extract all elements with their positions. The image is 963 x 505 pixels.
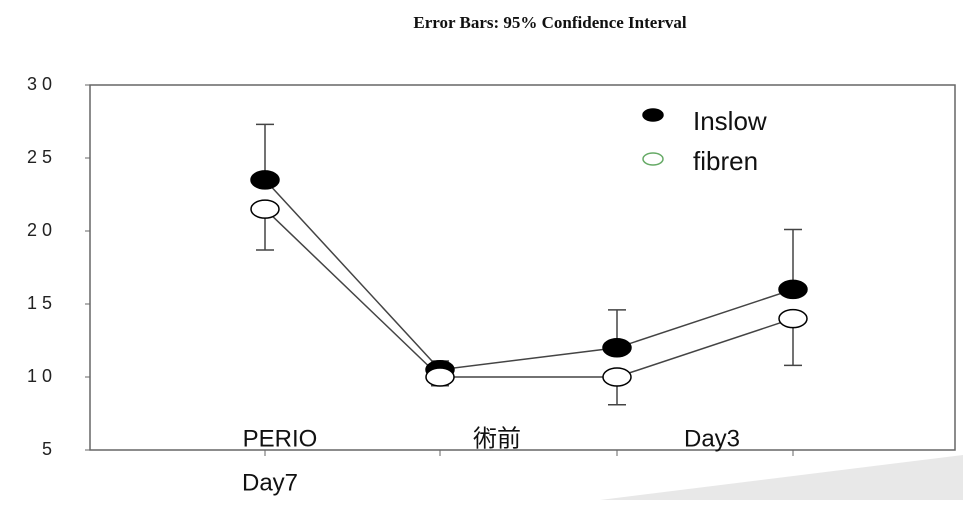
y-tick-label: 2 0	[27, 220, 52, 240]
legend-marker	[642, 152, 664, 166]
marker	[425, 367, 455, 387]
plot-frame	[89, 84, 956, 451]
marker	[602, 367, 632, 387]
y-tick-label: 1 0	[27, 366, 52, 386]
legend-label: fibren	[693, 146, 758, 176]
marker	[602, 338, 632, 358]
x-tick-label: PERIO	[243, 425, 318, 452]
legend-label: Inslow	[693, 106, 767, 136]
x-tick-label: Day3	[684, 425, 740, 452]
x-tick-label: Day7	[242, 469, 298, 496]
decoration	[600, 455, 963, 500]
marker	[778, 308, 808, 329]
y-tick-label: 2 5	[27, 147, 52, 167]
marker	[250, 170, 280, 190]
series-line	[264, 208, 794, 378]
marker	[778, 279, 808, 300]
chart-title: Error Bars: 95% Confidence Interval	[413, 13, 687, 32]
x-tick-label: 術前	[473, 425, 521, 452]
marker	[250, 199, 280, 219]
y-tick-label: 5	[42, 439, 52, 459]
y-tick-label: 1 5	[27, 293, 52, 313]
series-line	[264, 179, 794, 371]
legend-marker	[642, 108, 664, 122]
y-tick-label: 3 0	[27, 74, 52, 94]
